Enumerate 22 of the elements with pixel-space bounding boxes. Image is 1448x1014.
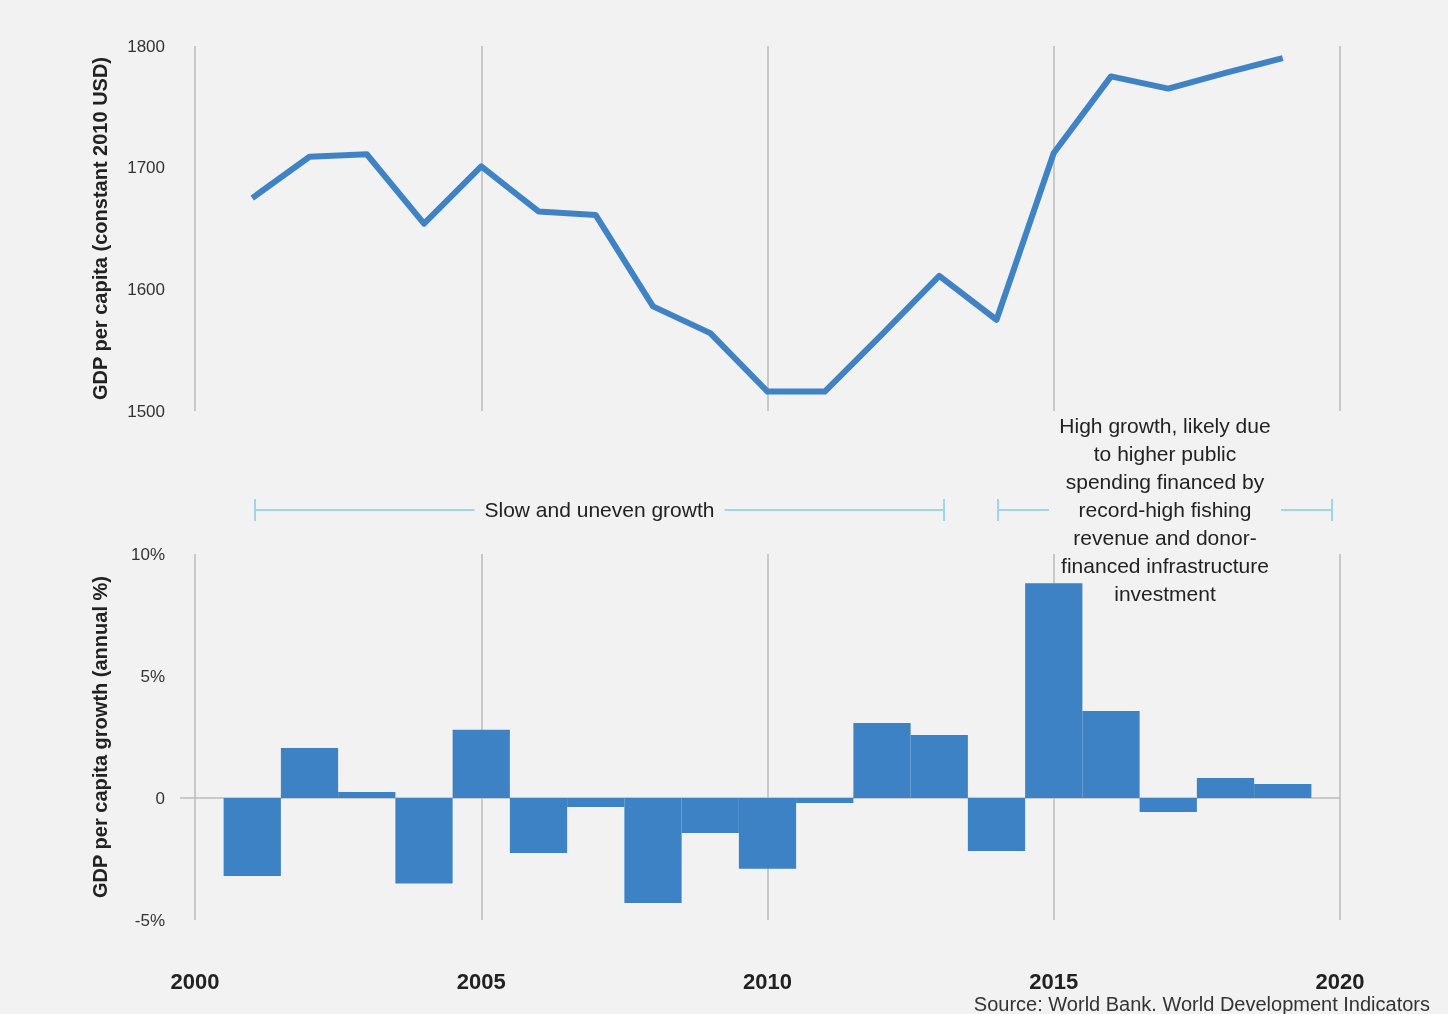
y-tick-label: 1600 bbox=[127, 279, 165, 299]
bar bbox=[452, 729, 510, 798]
y-tick-label: 1500 bbox=[127, 401, 165, 421]
bar bbox=[1139, 798, 1197, 812]
y-tick-label: 5% bbox=[140, 666, 165, 686]
y-tick-label: -5% bbox=[134, 910, 165, 930]
y-axis-title: GDP per capita (constant 2010 USD) bbox=[89, 56, 111, 401]
x-tick-label: 2010 bbox=[743, 968, 792, 994]
x-tick-label: 2005 bbox=[456, 968, 506, 994]
x-tick-label: 2020 bbox=[1315, 968, 1365, 994]
y-tick-label: 1700 bbox=[127, 158, 165, 178]
y-tick-label: 10% bbox=[130, 544, 165, 564]
y-axis-title: GDP per capita growth (annual %) bbox=[89, 576, 111, 898]
x-tick-label: 2015 bbox=[1029, 968, 1079, 994]
y-tick-label: 0 bbox=[155, 788, 165, 808]
x-tick-label: 2000 bbox=[170, 968, 220, 994]
bar bbox=[395, 798, 453, 884]
bar bbox=[223, 798, 281, 877]
text: Slow and uneven growth bbox=[483, 497, 716, 523]
annotation: High growth, likely due to higher public spending financed by record-high fishing revenue and donor- financed infrastructure investment bbox=[1058, 413, 1272, 607]
y-tick-label: 1800 bbox=[127, 36, 165, 56]
bar bbox=[967, 798, 1026, 851]
